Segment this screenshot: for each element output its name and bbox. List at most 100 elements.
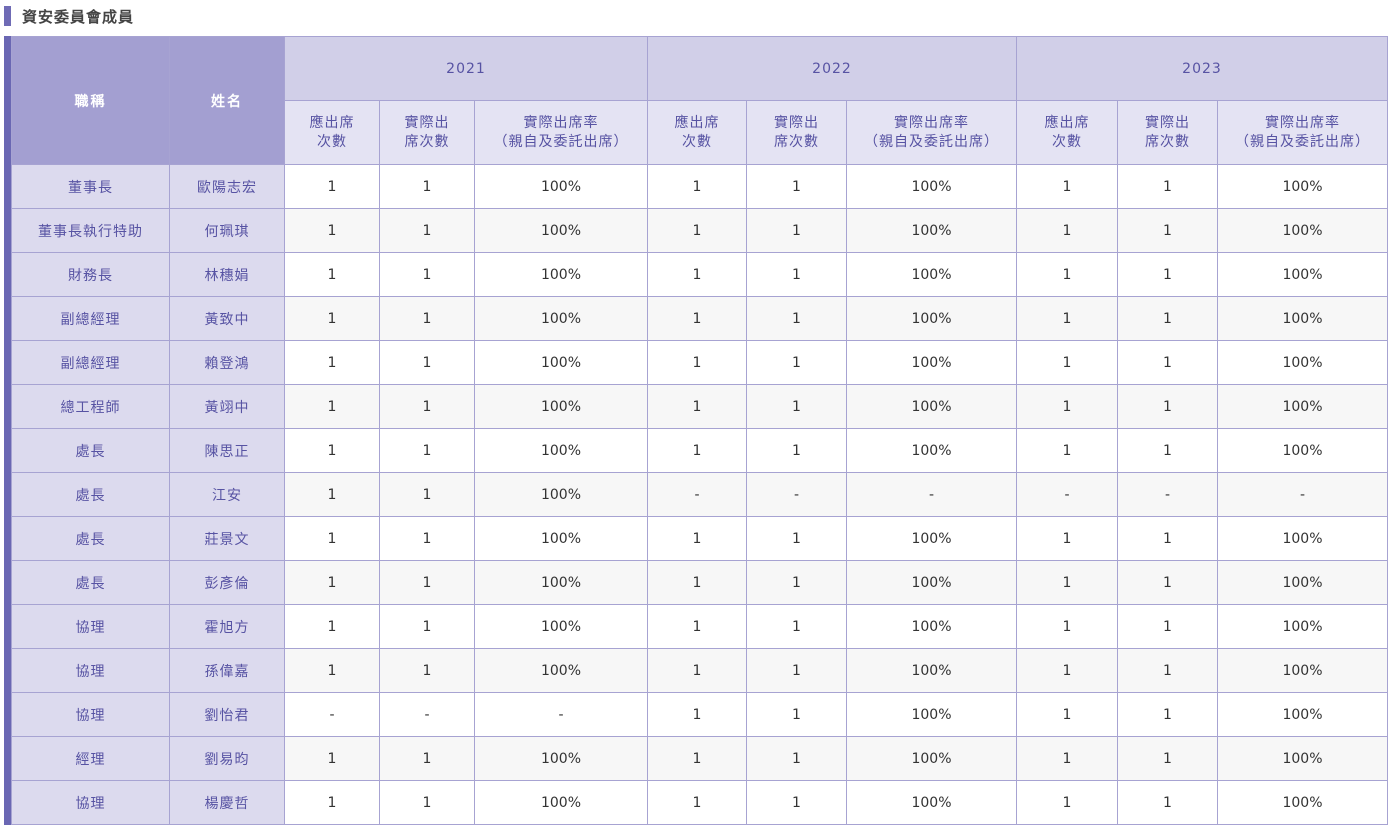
member-name: 陳思正 [169,428,285,473]
attendance-cell: 1 [1117,516,1218,561]
attendance-cell: 100% [1217,604,1388,649]
attendance-cell: 1 [1117,340,1218,385]
metric-header: 應出席 次數 [284,100,380,165]
attendance-cell: 100% [846,164,1017,209]
attendance-cell: 100% [846,692,1017,737]
metric-header: 實際出 席次數 [746,100,847,165]
member-title: 副總經理 [11,296,170,341]
attendance-cell: 100% [846,252,1017,297]
attendance-cell: - [1217,472,1388,517]
metric-header: 應出席 次數 [647,100,747,165]
table-row: 財務長 林穗娟 1 1 100% 1 1 100% 1 1 100% [11,252,1388,297]
table-row: 總工程師 黃翊中 1 1 100% 1 1 100% 1 1 100% [11,384,1388,429]
member-title: 協理 [11,648,170,693]
attendance-cell: 1 [379,736,475,781]
attendance-cell: 1 [1117,164,1218,209]
metric-header: 實際出席率 （親自及委託出席） [846,100,1017,165]
table-head: 職稱 姓名 2021 2022 2023 應出席 次數 實際出 席次數 實際出席率 （親自及委… [11,36,1388,165]
attendance-cell: 1 [379,780,475,825]
attendance-cell: 1 [284,296,380,341]
attendance-cell: 100% [1217,208,1388,253]
attendance-cell: 100% [846,736,1017,781]
member-name: 劉易昀 [169,736,285,781]
attendance-cell: 100% [846,296,1017,341]
attendance-cell: 1 [1117,560,1218,605]
attendance-cell: - [647,472,747,517]
member-name: 黃致中 [169,296,285,341]
attendance-cell: 1 [746,384,847,429]
attendance-cell: 1 [1117,384,1218,429]
attendance-cell: 1 [647,208,747,253]
attendance-cell: 1 [1016,692,1118,737]
attendance-cell: - [846,472,1017,517]
member-title: 處長 [11,428,170,473]
attendance-cell: 1 [647,164,747,209]
attendance-cell: 1 [284,252,380,297]
attendance-cell: 1 [647,340,747,385]
committee-attendance-table: 職稱 姓名 2021 2022 2023 應出席 次數 實際出 席次數 實際出席率 （親自及委… [11,36,1388,825]
attendance-cell: 1 [284,340,380,385]
attendance-cell: 1 [1016,604,1118,649]
metric-header-line: 實際出席率 [1265,114,1340,131]
attendance-cell: 1 [379,164,475,209]
attendance-cell: 1 [1117,736,1218,781]
attendance-cell: 1 [284,736,380,781]
attendance-cell: 1 [1117,208,1218,253]
member-name: 孫偉嘉 [169,648,285,693]
attendance-cell: 1 [746,736,847,781]
metric-header-line: 次數 [1052,133,1082,150]
attendance-cell: - [379,692,475,737]
attendance-cell: 1 [379,516,475,561]
table-row: 協理 孫偉嘉 1 1 100% 1 1 100% 1 1 100% [11,648,1388,693]
attendance-cell: 1 [746,692,847,737]
attendance-cell: 1 [1117,428,1218,473]
attendance-cell: 100% [846,428,1017,473]
attendance-cell: 1 [1117,692,1218,737]
member-title: 經理 [11,736,170,781]
attendance-cell: 100% [1217,780,1388,825]
attendance-cell: - [1016,472,1118,517]
attendance-cell: 1 [647,780,747,825]
attendance-cell: 1 [284,648,380,693]
table-body: 董事長 歐陽志宏 1 1 100% 1 1 100% 1 1 100% 董事長執行特助 何珮琪 1 1 100… [11,164,1388,825]
attendance-cell: 1 [284,560,380,605]
attendance-cell: 1 [1117,648,1218,693]
attendance-cell: 1 [284,164,380,209]
attendance-cell: 100% [846,648,1017,693]
year-header: 2021 [284,36,648,101]
attendance-cell: 1 [1016,252,1118,297]
column-header-title: 職稱 [11,36,170,165]
section-title: 資安委員會成員 [22,7,135,26]
attendance-cell: 1 [746,560,847,605]
attendance-cell: 1 [379,340,475,385]
attendance-cell: 1 [746,780,847,825]
attendance-cell: 1 [1016,780,1118,825]
attendance-cell: 100% [474,340,648,385]
metric-header-line: 實際出席率 [894,114,969,131]
attendance-cell: 100% [846,560,1017,605]
table-row: 處長 莊景文 1 1 100% 1 1 100% 1 1 100% [11,516,1388,561]
table-row: 副總經理 賴登鴻 1 1 100% 1 1 100% 1 1 100% [11,340,1388,385]
attendance-cell: 100% [474,384,648,429]
attendance-cell: 100% [474,296,648,341]
metric-header-line: 應出席 [309,114,355,131]
attendance-cell: 100% [474,736,648,781]
attendance-cell: 1 [284,472,380,517]
metric-header-line: 實際出 [404,114,450,131]
table-row: 協理 楊慶哲 1 1 100% 1 1 100% 1 1 100% [11,780,1388,825]
attendance-cell: 1 [746,648,847,693]
attendance-cell: - [746,472,847,517]
attendance-cell: 1 [284,428,380,473]
attendance-cell: 1 [1016,296,1118,341]
attendance-cell: - [1117,472,1218,517]
title-accent-bar [4,6,11,26]
attendance-cell: 100% [1217,384,1388,429]
metric-header: 應出席 次數 [1016,100,1118,165]
attendance-cell: 1 [1016,164,1118,209]
attendance-cell: 1 [1016,736,1118,781]
member-name: 歐陽志宏 [169,164,285,209]
attendance-cell: 100% [474,428,648,473]
table-row: 董事長 歐陽志宏 1 1 100% 1 1 100% 1 1 100% [11,164,1388,209]
attendance-cell: 1 [379,560,475,605]
member-name: 楊慶哲 [169,780,285,825]
